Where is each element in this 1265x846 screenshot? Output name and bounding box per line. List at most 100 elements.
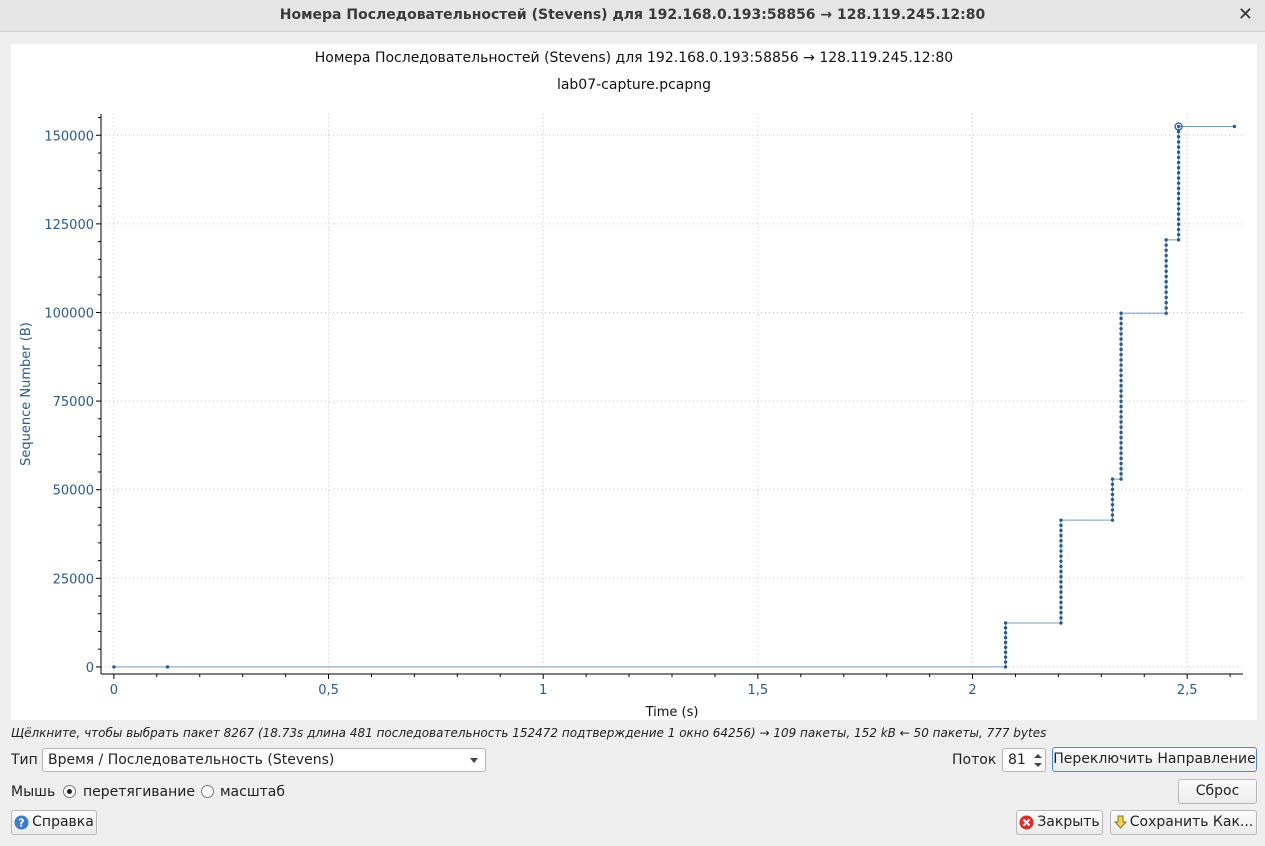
data-point bbox=[1176, 212, 1181, 216]
data-point bbox=[1164, 243, 1168, 247]
data-point bbox=[1119, 352, 1123, 357]
data-point bbox=[1059, 600, 1063, 605]
x-tick-label: 0 bbox=[110, 683, 118, 698]
stream-label: Поток bbox=[952, 752, 997, 768]
sequence-chart[interactable]: Номера Последовательностей (Stevens) для… bbox=[11, 44, 1257, 720]
data-point bbox=[1119, 347, 1123, 352]
data-point bbox=[1176, 191, 1181, 196]
series-step-line bbox=[113, 126, 1235, 668]
data-point bbox=[1059, 569, 1063, 574]
data-point bbox=[1164, 248, 1168, 253]
data-point bbox=[1176, 176, 1181, 180]
data-point bbox=[112, 665, 116, 669]
data-point bbox=[1110, 513, 1115, 517]
data-point bbox=[1059, 549, 1063, 553]
drag-radio[interactable] bbox=[63, 785, 76, 798]
data-point bbox=[1003, 631, 1008, 635]
stream-spinbox[interactable]: 81 bbox=[1002, 748, 1046, 772]
data-point bbox=[1110, 503, 1115, 507]
type-select[interactable]: Время / Последовательность (Stevens) bbox=[42, 748, 486, 772]
data-point bbox=[1119, 477, 1123, 481]
status-text: Щёлкните, чтобы выбрать пакет 8267 (18.7… bbox=[11, 726, 1047, 740]
save-as-button[interactable]: Сохранить Как... bbox=[1110, 810, 1257, 835]
data-point bbox=[1176, 129, 1181, 134]
data-point bbox=[1164, 274, 1168, 279]
data-point bbox=[1059, 554, 1063, 558]
plot-area[interactable]: Номера Последовательностей (Stevens) для… bbox=[11, 44, 1257, 720]
data-point bbox=[1119, 441, 1123, 445]
data-point bbox=[1176, 227, 1181, 232]
reset-button[interactable]: Сброс bbox=[1178, 779, 1257, 804]
data-point bbox=[1176, 238, 1181, 242]
zoom-label[interactable]: масштаб bbox=[220, 784, 286, 800]
spin-down-icon[interactable] bbox=[1034, 763, 1042, 767]
data-point bbox=[1164, 301, 1168, 305]
data-point bbox=[1119, 384, 1123, 388]
data-point bbox=[1164, 285, 1168, 289]
close-icon[interactable]: ✕ bbox=[1237, 4, 1253, 25]
data-point bbox=[165, 665, 170, 669]
x-tick-label: 1 bbox=[539, 683, 547, 698]
data-point bbox=[1119, 472, 1123, 476]
data-point bbox=[1059, 621, 1063, 625]
data-point bbox=[1003, 655, 1008, 659]
data-point bbox=[1176, 232, 1181, 237]
data-point bbox=[1119, 415, 1123, 419]
data-point bbox=[1003, 665, 1008, 669]
close-button[interactable]: Закрыть bbox=[1016, 810, 1103, 835]
help-icon: ? bbox=[14, 815, 29, 829]
data-point bbox=[1119, 327, 1123, 331]
data-point bbox=[1059, 523, 1063, 528]
data-point bbox=[1119, 404, 1123, 409]
y-axis-label: Sequence Number (B) bbox=[19, 322, 34, 466]
data-point bbox=[1176, 124, 1181, 129]
type-select-value: Время / Последовательность (Stevens) bbox=[48, 752, 335, 768]
data-point bbox=[1119, 311, 1123, 315]
data-point bbox=[1176, 196, 1181, 201]
data-point bbox=[1176, 160, 1181, 165]
data-point bbox=[1003, 645, 1008, 650]
spin-up-icon[interactable] bbox=[1034, 754, 1042, 758]
data-point bbox=[1119, 368, 1123, 372]
data-point bbox=[1119, 446, 1123, 450]
data-point bbox=[1110, 497, 1115, 502]
help-label: Справка bbox=[32, 814, 94, 830]
x-axis-label: Time (s) bbox=[645, 705, 699, 720]
data-point bbox=[1176, 222, 1181, 227]
data-point bbox=[1176, 181, 1181, 185]
data-point bbox=[1119, 363, 1123, 367]
data-point bbox=[1059, 533, 1063, 538]
data-point bbox=[1176, 145, 1181, 149]
data-point bbox=[1176, 217, 1181, 221]
y-tick-label: 25000 bbox=[53, 572, 94, 587]
data-point bbox=[1059, 595, 1063, 599]
data-point bbox=[1176, 135, 1181, 139]
switch-direction-button[interactable]: Переключить Направление bbox=[1052, 747, 1257, 772]
data-point bbox=[1176, 150, 1181, 154]
data-point bbox=[1119, 466, 1123, 471]
data-point bbox=[1164, 259, 1168, 263]
data-point bbox=[1059, 590, 1063, 594]
data-point bbox=[1176, 171, 1181, 175]
zoom-radio[interactable] bbox=[201, 785, 214, 798]
data-point bbox=[1232, 124, 1237, 129]
data-point bbox=[1059, 518, 1063, 522]
save-label: Сохранить Как... bbox=[1129, 814, 1254, 830]
chart-subtitle: lab07-capture.pcapng bbox=[557, 77, 711, 93]
help-button[interactable]: ? Справка bbox=[11, 810, 97, 835]
save-icon bbox=[1113, 815, 1127, 829]
data-point bbox=[1164, 311, 1168, 315]
data-point bbox=[1119, 456, 1123, 461]
y-tick-label: 100000 bbox=[44, 306, 94, 321]
x-tick-label: 2 bbox=[968, 683, 976, 698]
data-point bbox=[1164, 280, 1168, 284]
data-point bbox=[1119, 342, 1123, 346]
data-point bbox=[1059, 539, 1063, 543]
data-point bbox=[1003, 650, 1008, 654]
data-point bbox=[1164, 238, 1168, 242]
data-point bbox=[1059, 610, 1063, 615]
data-point bbox=[1003, 626, 1008, 630]
drag-label[interactable]: перетягивание bbox=[83, 784, 195, 800]
data-point bbox=[1119, 389, 1123, 393]
y-tick-label: 0 bbox=[86, 661, 94, 676]
